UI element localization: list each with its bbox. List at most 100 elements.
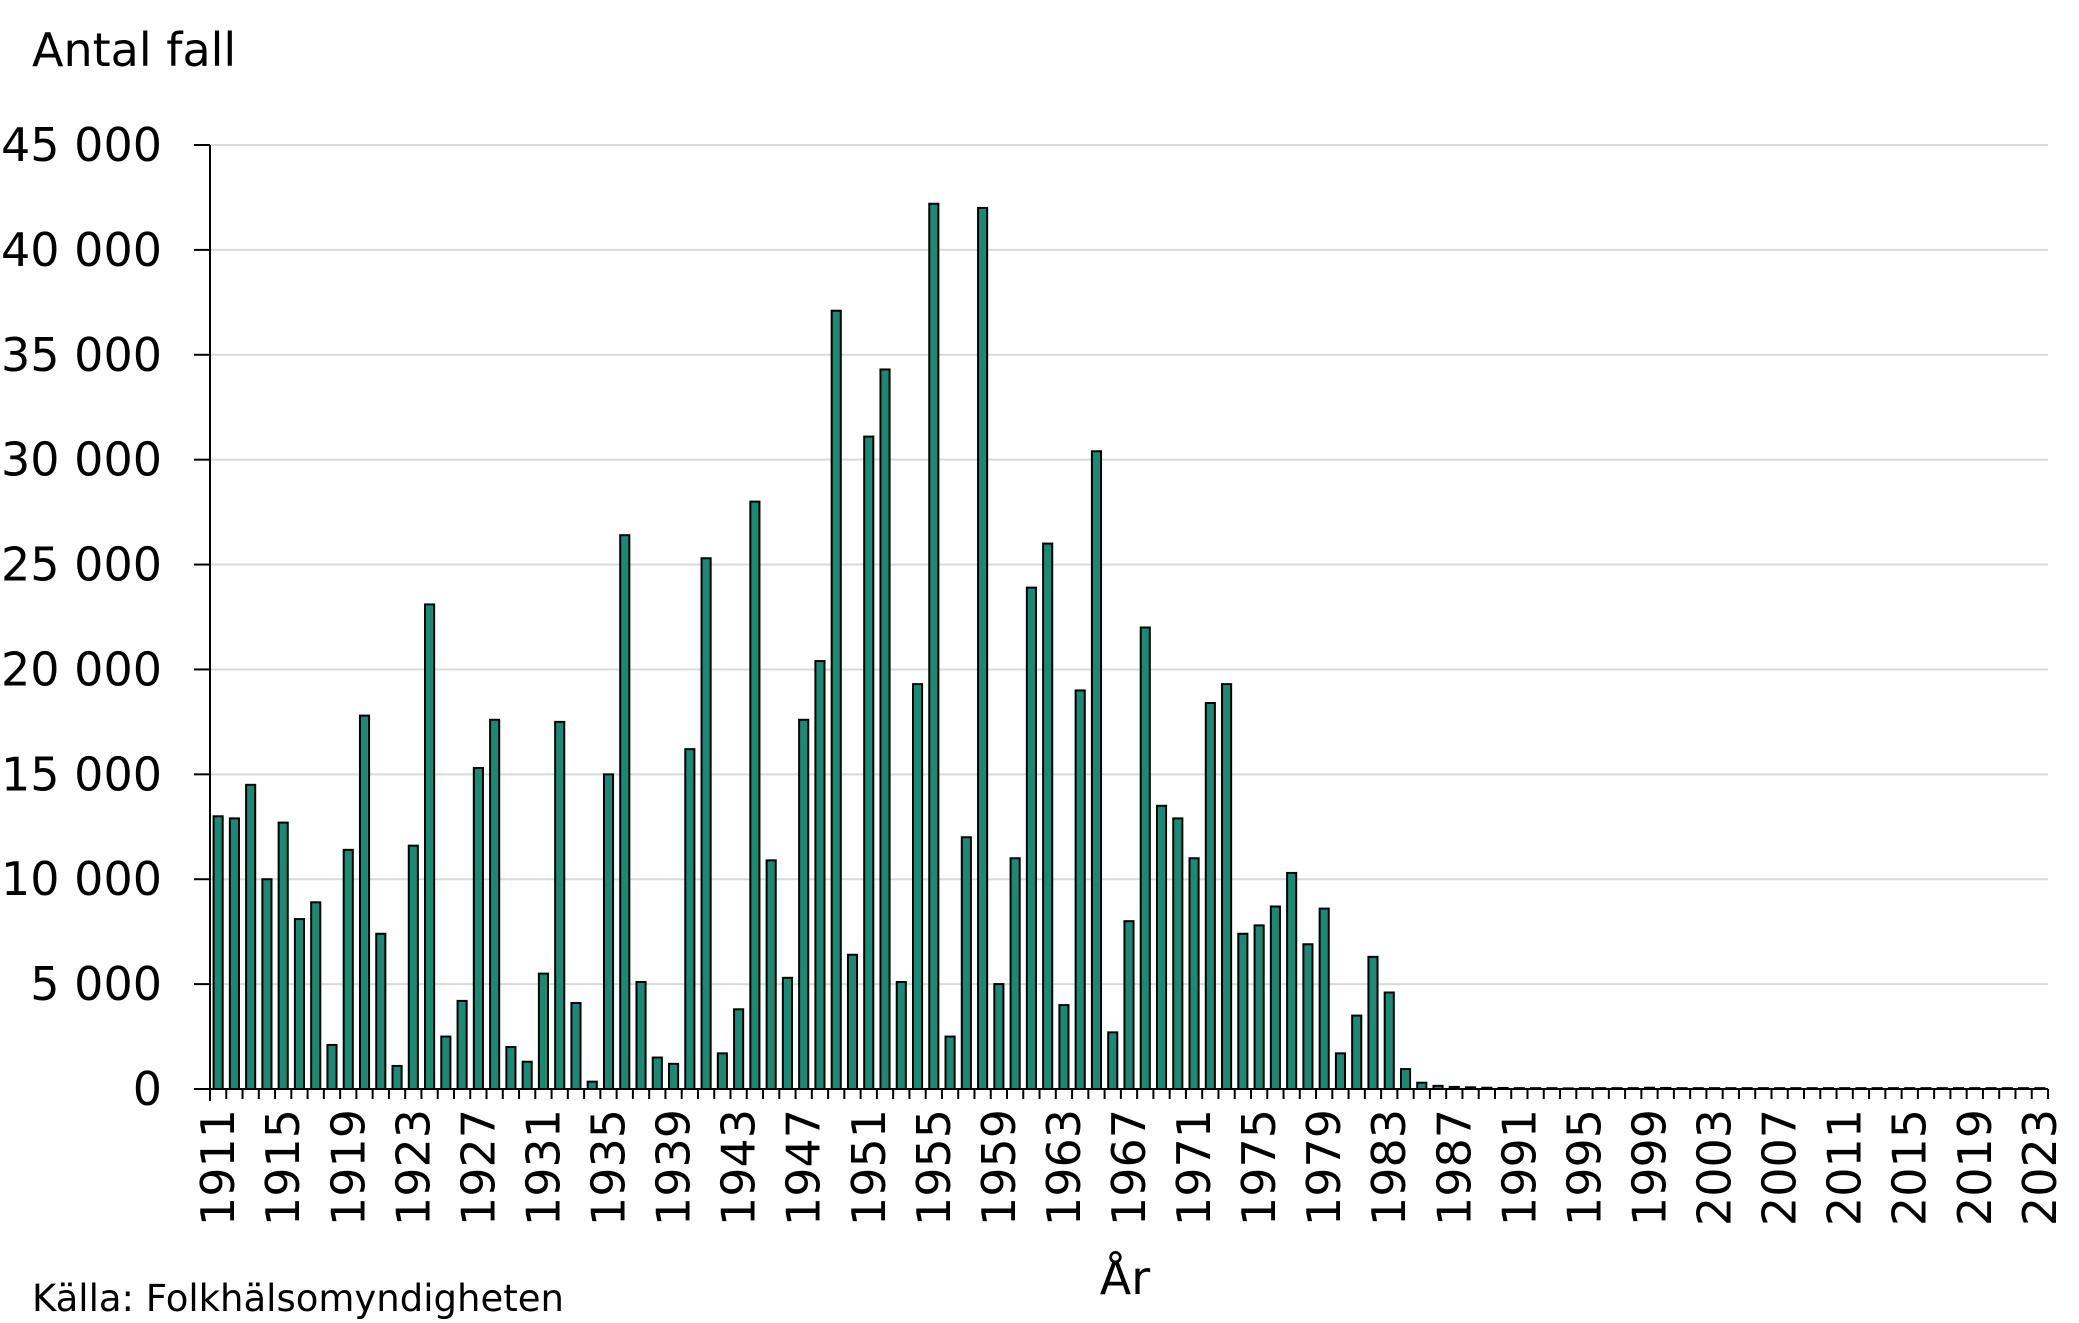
bar-1952 — [879, 368, 891, 1090]
bar-1969 — [1155, 804, 1168, 1090]
y-axis-ticks: 0 5 000 10 000 15 000 20 000 25 000 30 000 35 0… — [1, 118, 210, 1116]
bar-1982 — [1367, 955, 1379, 1091]
bar-1918 — [326, 1043, 338, 1090]
bar-1911 — [212, 815, 224, 1090]
x-tick-label: 2003 — [1688, 1109, 1742, 1226]
x-tick-label: 1963 — [1037, 1109, 1091, 1226]
x-tick-label: 2015 — [1883, 1109, 1937, 1226]
bar-1981 — [1351, 1014, 1363, 1090]
y-tick-label: 15 000 — [1, 747, 162, 801]
bar-1932 — [554, 720, 566, 1091]
x-tick-label: 1911 — [191, 1109, 245, 1226]
bar-1971 — [1188, 857, 1200, 1090]
x-tick-label: 1947 — [777, 1109, 831, 1226]
x-tick-label: 1955 — [907, 1109, 961, 1226]
x-tick-label: 2023 — [2013, 1109, 2067, 1226]
bar-1925 — [440, 1035, 452, 1090]
x-tick-label: 1987 — [1427, 1109, 1481, 1226]
x-tick-label: 1935 — [582, 1109, 636, 1226]
bar-1958 — [977, 206, 989, 1090]
bar-1972 — [1204, 702, 1216, 1091]
gridlines — [210, 144, 2048, 986]
bar-1945 — [765, 859, 777, 1090]
y-tick-label: 35 000 — [1, 328, 162, 382]
bar-1983 — [1383, 991, 1395, 1090]
bar-1946 — [781, 976, 793, 1090]
bar-1929 — [505, 1046, 517, 1090]
y-tick-label: 25 000 — [1, 538, 162, 592]
bar-1913 — [245, 783, 257, 1090]
bar-1943 — [733, 1008, 745, 1090]
x-tick-label: 1995 — [1557, 1109, 1611, 1226]
bar-1926 — [456, 999, 468, 1090]
bar-1940 — [684, 748, 696, 1090]
x-tick-label: 1931 — [516, 1109, 570, 1226]
bar-1922 — [391, 1064, 403, 1090]
x-tick-label: 1959 — [972, 1109, 1026, 1226]
bar-1950 — [846, 953, 859, 1091]
x-tick-label: 1983 — [1362, 1109, 1416, 1226]
x-tick-label: 1939 — [647, 1109, 701, 1226]
bar-1921 — [375, 932, 387, 1091]
bar-1980 — [1334, 1052, 1347, 1090]
bar-1976 — [1269, 905, 1281, 1091]
x-axis-title: År — [1100, 1251, 1150, 1305]
bar-1944 — [749, 500, 761, 1091]
bar-1916 — [293, 918, 306, 1091]
bar-1960 — [1009, 857, 1021, 1090]
x-tick-label: 1991 — [1492, 1109, 1546, 1226]
y-tick-label: 45 000 — [1, 118, 162, 172]
bar-1931 — [537, 972, 549, 1090]
bar-1965 — [1090, 450, 1103, 1090]
bar-1947 — [798, 718, 810, 1091]
bar-1975 — [1253, 924, 1265, 1091]
x-tick-label: 1967 — [1102, 1109, 1156, 1226]
bar-1935 — [602, 773, 615, 1090]
x-tick-label: 1951 — [842, 1109, 896, 1226]
bar-1961 — [1025, 586, 1037, 1090]
x-tick-label: 1943 — [712, 1109, 766, 1226]
bar-1951 — [863, 435, 875, 1090]
bar-1917 — [310, 901, 322, 1091]
bar-1915 — [277, 821, 289, 1090]
bar-1933 — [570, 1001, 582, 1090]
y-tick-label: 0 — [133, 1062, 162, 1116]
x-tick-label: 1927 — [451, 1109, 505, 1226]
axes — [209, 145, 2048, 1101]
bar-1957 — [960, 836, 972, 1090]
bar-1924 — [424, 603, 436, 1090]
bar-1949 — [830, 309, 842, 1091]
bar-1974 — [1237, 932, 1249, 1091]
bar-1934 — [586, 1080, 598, 1091]
bar-1959 — [993, 983, 1005, 1090]
x-tick-label: 2011 — [1818, 1109, 1872, 1226]
bar-1919 — [342, 848, 354, 1090]
bar-1948 — [814, 660, 826, 1090]
bar-1967 — [1123, 920, 1135, 1091]
bar-1977 — [1286, 871, 1298, 1090]
bar-1938 — [651, 1056, 663, 1090]
x-tick-label: 1975 — [1232, 1109, 1286, 1226]
bar-1978 — [1302, 943, 1314, 1091]
x-tick-label: 1971 — [1167, 1109, 1221, 1226]
bar-1923 — [407, 844, 419, 1090]
source-note: Källa: Folkhälsomyndigheten — [32, 1277, 564, 1320]
y-tick-label: 5 000 — [30, 957, 162, 1011]
bar-1939 — [668, 1062, 680, 1090]
y-tick-label: 10 000 — [1, 852, 162, 906]
x-tick-label: 1923 — [386, 1109, 440, 1226]
bar-1963 — [1058, 1004, 1070, 1090]
bar-1937 — [635, 981, 647, 1090]
x-tick-label: 1915 — [256, 1109, 310, 1226]
x-axis-ticks: 1911 1915 1919 1923 1927 1931 1935 1939 1943 1947… — [191, 1089, 2067, 1226]
bar-1964 — [1074, 689, 1086, 1091]
bar-1953 — [895, 981, 907, 1090]
bars — [212, 202, 2046, 1091]
bar-1912 — [228, 817, 240, 1090]
bar-1942 — [716, 1052, 728, 1090]
y-tick-label: 30 000 — [1, 433, 162, 487]
x-tick-label: 2019 — [1948, 1109, 2002, 1226]
y-tick-label: 20 000 — [1, 642, 162, 696]
x-tick-label: 2007 — [1753, 1109, 1807, 1226]
